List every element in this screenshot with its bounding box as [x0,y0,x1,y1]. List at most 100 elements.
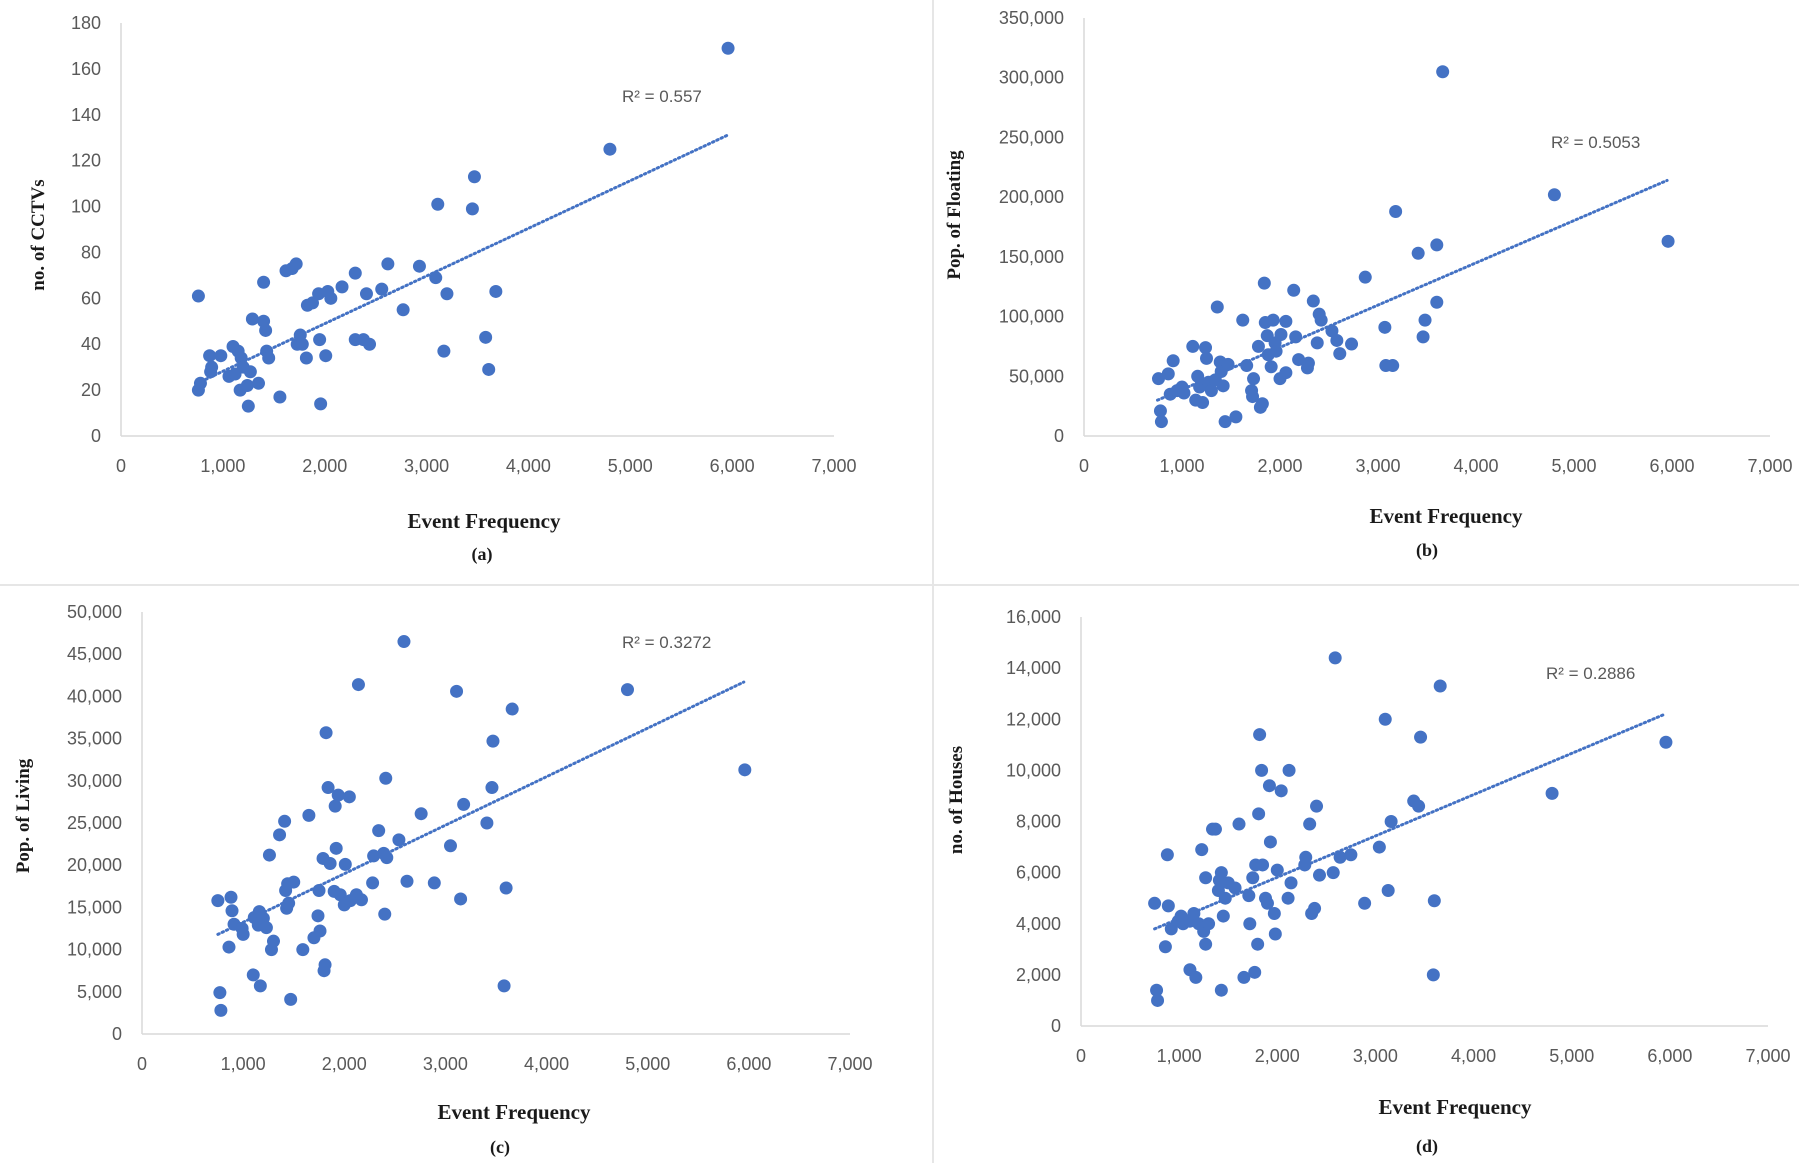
data-point [278,814,292,828]
data-point [1151,372,1165,386]
y-axis-label: Pop. of Floating [944,150,965,280]
data-point [289,257,303,271]
y-tick-label: 8,000 [1016,812,1061,832]
data-point [329,841,343,855]
data-point [1389,204,1403,218]
data-point [296,943,310,957]
data-point [203,349,217,363]
data-point [1218,891,1232,905]
data-point [1358,270,1372,284]
panel-caption: (a) [472,544,493,565]
data-point [257,275,271,289]
x-axis-label: Event Frequency [1369,504,1523,528]
data-point [1430,238,1444,252]
data-point [314,397,328,411]
y-tick-label: 15,000 [67,897,122,917]
data-point [331,788,345,802]
y-tick-label: 80 [81,242,101,262]
data-point [1345,337,1359,351]
x-tick-label: 2,000 [302,456,347,476]
data-point [1418,313,1432,327]
x-tick-label: 6,000 [710,456,755,476]
data-point [222,940,236,954]
x-tick-label: 1,000 [200,456,245,476]
data-point [284,992,298,1006]
chart-panel-b: 0 50,000 100,000 150,000 200,000 250,000 300,0… [944,8,1793,561]
data-point [1386,359,1400,373]
data-point [450,684,464,698]
data-point [1378,712,1392,726]
data-point [1242,889,1256,903]
data-point [1659,735,1673,749]
data-point [259,323,273,337]
data-point [245,312,259,326]
data-point [295,337,309,351]
y-axis-label: no. of Houses [946,746,967,854]
data-point [1150,983,1164,997]
y-tick-label: 0 [1054,426,1064,446]
data-point [1268,927,1282,941]
r-squared-label: R² = 0.3272 [622,633,711,652]
y-tick-label: 40,000 [67,686,122,706]
x-tick-label: 7,000 [827,1054,872,1074]
data-point [299,351,313,365]
data-point [1310,799,1324,813]
data-point [1221,357,1235,371]
data-point [1312,868,1326,882]
data-point [252,376,266,390]
data-point [213,986,227,1000]
data-point [338,857,352,871]
chart-panel-a: 0 20 40 60 80 100 120 140 160 180 0 1,000 2,000 3,00… [28,13,857,565]
data-point [721,41,735,55]
x-tick-label: 4,000 [1451,1046,1496,1066]
horizontal-divider [0,584,1799,586]
data-point [1255,763,1269,777]
data-point [1281,891,1295,905]
data-point [1228,881,1242,895]
data-point [1218,415,1232,429]
data-point [328,799,342,813]
data-point [1229,410,1243,424]
data-point [372,824,386,838]
y-tick-label: 0 [1051,1016,1061,1036]
data-point [262,351,276,365]
data-point [348,266,362,280]
data-point [1253,728,1267,742]
data-point [375,282,389,296]
data-point [1267,907,1281,921]
panel-caption: (c) [490,1137,510,1158]
data-point [1384,815,1398,828]
data-point [351,678,365,692]
data-point [1246,871,1260,885]
data-point [305,296,319,310]
data-point [1314,313,1328,327]
data-point [214,349,228,363]
data-point [1151,993,1165,1007]
x-tick-label: 7,000 [811,456,856,476]
data-point [1161,899,1175,913]
y-tick-label: 45,000 [67,644,122,664]
data-point [1199,341,1213,355]
trendline [1153,712,1667,931]
data-point [1426,968,1440,982]
data-point [191,289,205,303]
x-tick-label: 0 [137,1054,147,1074]
data-point [1333,347,1347,361]
data-point [205,360,219,374]
data-point [241,399,255,413]
y-tick-label: 35,000 [67,729,122,749]
x-tick-label: 1,000 [1159,456,1204,476]
data-point [443,839,457,853]
x-tick-label: 3,000 [1353,1046,1398,1066]
data-point [246,968,260,982]
x-tick-label: 5,000 [1549,1046,1594,1066]
data-point [1195,843,1209,857]
data-point [1274,327,1288,341]
panel-caption: (b) [1416,540,1438,561]
data-point [224,890,238,904]
x-tick-label: 7,000 [1747,456,1792,476]
data-point [738,763,752,777]
data-point [323,857,337,871]
data-point [321,781,335,795]
